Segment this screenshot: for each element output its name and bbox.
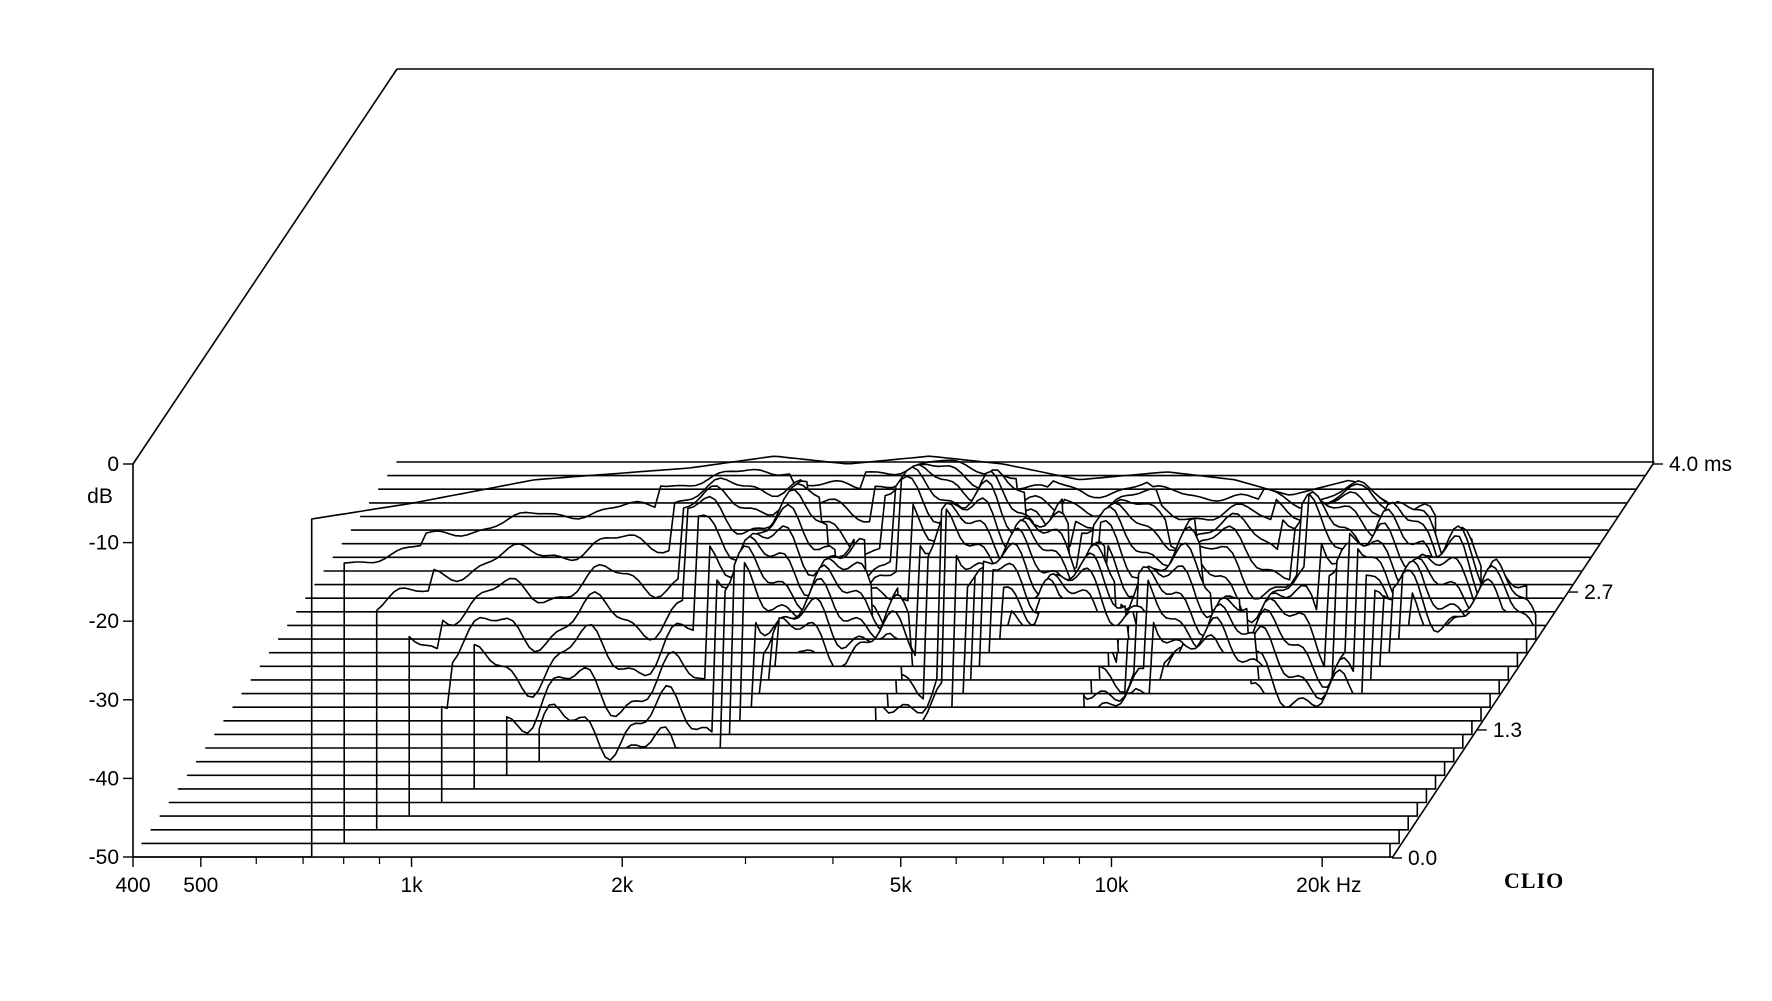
back-wall-edge — [397, 68, 1654, 464]
decay-slice — [286, 565, 1546, 627]
time-tick-label: 1.3 — [1493, 719, 1522, 742]
frequency-tick-label: 5k — [890, 874, 913, 897]
decay-slices — [132, 455, 1655, 858]
db-tick-label: -50 — [89, 846, 119, 869]
time-axis-line — [1391, 463, 1654, 859]
frequency-tick-label: 1k — [400, 874, 423, 897]
db-tick-label: 0 — [107, 453, 119, 476]
db-tick-label: -30 — [89, 689, 119, 712]
frequency-tick-label: 10k — [1095, 874, 1129, 897]
clio-brand-label: CLIO — [1504, 868, 1564, 893]
decay-slice — [305, 577, 1564, 600]
decay-slice — [296, 572, 1555, 613]
back-left-edge — [132, 68, 398, 465]
db-tick-label: -40 — [89, 767, 119, 790]
time-tick-label: 0.0 — [1408, 847, 1437, 870]
frequency-tick-label: 500 — [183, 874, 218, 897]
db-tick-label: -10 — [89, 532, 119, 555]
decay-slice — [277, 552, 1537, 640]
frequency-tick-label: 400 — [115, 874, 150, 897]
time-tick-label: 4.0 ms — [1669, 453, 1732, 476]
decay-slice — [268, 543, 1528, 654]
frequency-tick-label: 2k — [611, 874, 634, 897]
frequency-tick-label: 20k Hz — [1296, 874, 1361, 897]
time-tick-label: 2.7 — [1584, 581, 1613, 604]
chart-axes: 0 -10 -20 -30 -40 -50 400 500 1k 2k 5k 10k 20k Hz 0.0… — [89, 453, 1732, 897]
db-unit-label: dB — [87, 485, 113, 508]
db-tick-label: -20 — [89, 610, 119, 633]
